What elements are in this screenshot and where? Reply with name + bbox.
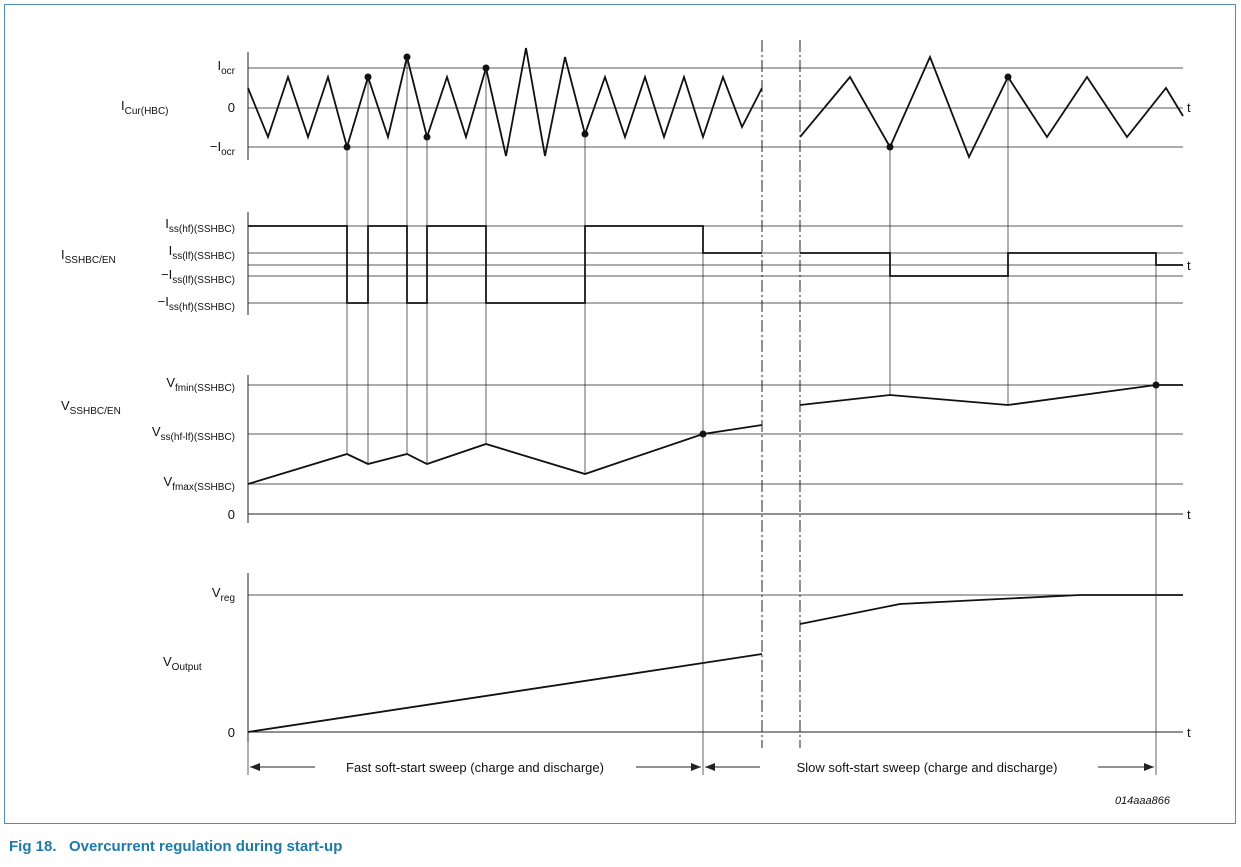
current-waveform-fast xyxy=(247,47,763,157)
output-signal-label: VOutput xyxy=(163,654,202,673)
iss-lf-label: Iss(lf)(SSHBC) xyxy=(169,243,235,262)
ss-voltage-signal-label: VSSHBC/EN xyxy=(61,398,121,417)
ss-current-waveform-fast xyxy=(248,225,762,304)
iocr-label: Iocr xyxy=(217,58,235,77)
neg-iss-lf-label: −Iss(lf)(SSHBC) xyxy=(161,267,235,286)
output-zero-label: 0 xyxy=(228,725,235,740)
panel-soft-start-voltage: VSSHBC/EN Vfmin(SSHBC) Vss(hf-lf)(SSHBC)… xyxy=(61,375,1191,523)
ss-voltage-waveform-slow xyxy=(799,384,1183,406)
current-signal-label: ICur(HBC) xyxy=(121,98,169,117)
panel-output-voltage: VOutput Vreg 0 t xyxy=(163,573,1191,742)
figure-code: 014aaa866 xyxy=(1115,795,1171,807)
vfmin-label: Vfmin(SSHBC) xyxy=(166,375,235,394)
output-voltage-waveform-slow xyxy=(799,594,1183,625)
neg-iss-hf-label: −Iss(hf)(SSHBC) xyxy=(158,294,235,313)
ss-current-waveform-slow xyxy=(800,252,1183,277)
sweep-annotations: Fast soft-start sweep (charge and discha… xyxy=(250,760,1154,775)
panel-current-hbc: ICur(HBC) Iocr 0 −Iocr t xyxy=(121,47,1191,160)
output-voltage-waveform-fast xyxy=(247,653,763,733)
slow-sweep-label: Slow soft-start sweep (charge and discha… xyxy=(797,760,1058,775)
fast-sweep-label: Fast soft-start sweep (charge and discha… xyxy=(346,760,604,775)
vreg-label: Vreg xyxy=(212,585,235,604)
output-time-axis-label: t xyxy=(1187,725,1191,740)
vss-hf-lf-label: Vss(hf-lf)(SSHBC) xyxy=(152,424,235,443)
current-waveform-slow xyxy=(799,54,1184,160)
vfmax-label: Vfmax(SSHBC) xyxy=(164,474,235,493)
iss-hf-label: Iss(hf)(SSHBC) xyxy=(165,216,235,235)
panel-soft-start-current: ISSHBC/EN Iss(hf)(SSHBC) Iss(lf)(SSHBC) … xyxy=(61,212,1191,315)
event-lines xyxy=(247,57,1157,775)
ss-voltage-zero-label: 0 xyxy=(228,507,235,522)
ss-current-signal-label: ISSHBC/EN xyxy=(61,247,116,266)
ss-voltage-time-axis-label: t xyxy=(1187,507,1191,522)
ss-current-time-axis-label: t xyxy=(1187,258,1191,273)
figure-frame xyxy=(4,4,1236,824)
current-zero-label: 0 xyxy=(228,100,235,115)
figure-caption: Fig 18. Overcurrent regulation during st… xyxy=(9,838,343,855)
current-time-axis-label: t xyxy=(1187,100,1191,115)
neg-iocr-label: −Iocr xyxy=(210,139,236,158)
